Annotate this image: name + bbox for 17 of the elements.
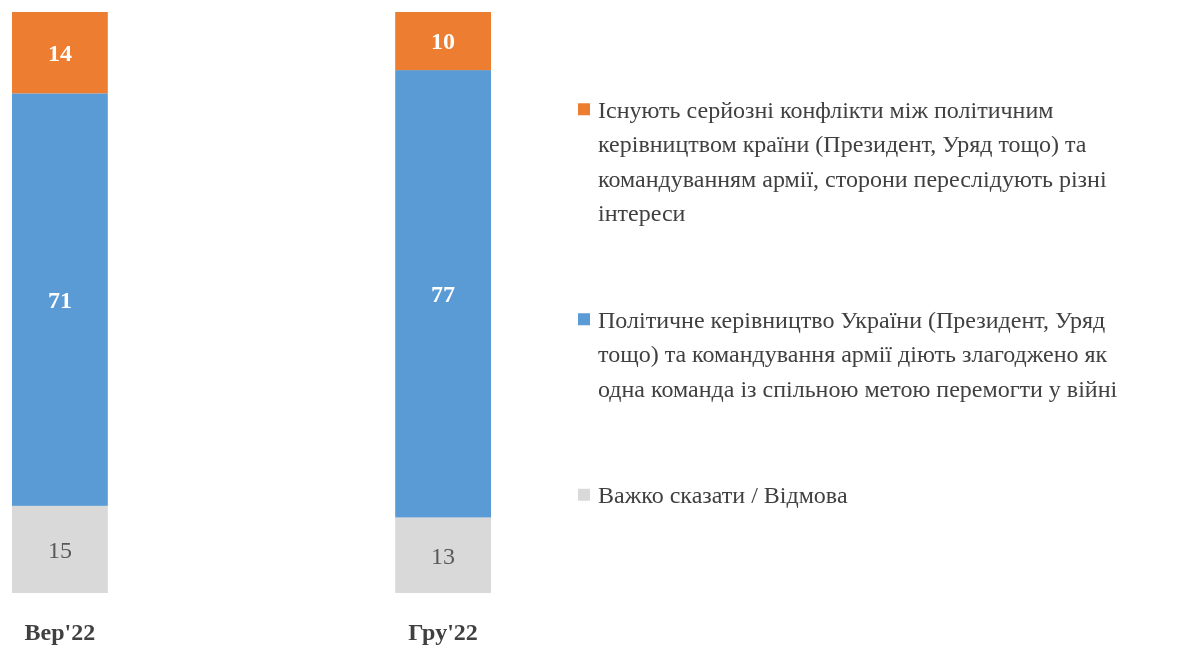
bar: [12, 12, 108, 94]
x-tick-label: Вер'22: [24, 619, 96, 646]
data-label: 13: [431, 542, 456, 569]
bar: [395, 517, 491, 593]
data-label: 71: [47, 286, 72, 313]
legend-label: Існують серйозні конфлікти між політичним керівництвом країни (Президент, Уряд тощо) та командуванням армії, сторони переслідують різні інтереси: [598, 96, 1107, 227]
bar: [395, 12, 491, 71]
data-label: 10: [431, 28, 456, 55]
data-label: 77: [431, 281, 456, 308]
bar: [12, 93, 108, 506]
legend-label: Важко сказати / Відмова: [598, 482, 848, 509]
bar: [12, 505, 108, 593]
data-label: 14: [47, 40, 72, 67]
data-label: 15: [47, 536, 72, 563]
x-tick-label: Гру'22: [408, 619, 478, 646]
legend-label: Політичне керівництво України (Президент, Уряд тощо) та командування армії діють злагоджено як одна команда із спільною метою перемогти у війні: [598, 306, 1118, 402]
bar: [395, 70, 491, 518]
